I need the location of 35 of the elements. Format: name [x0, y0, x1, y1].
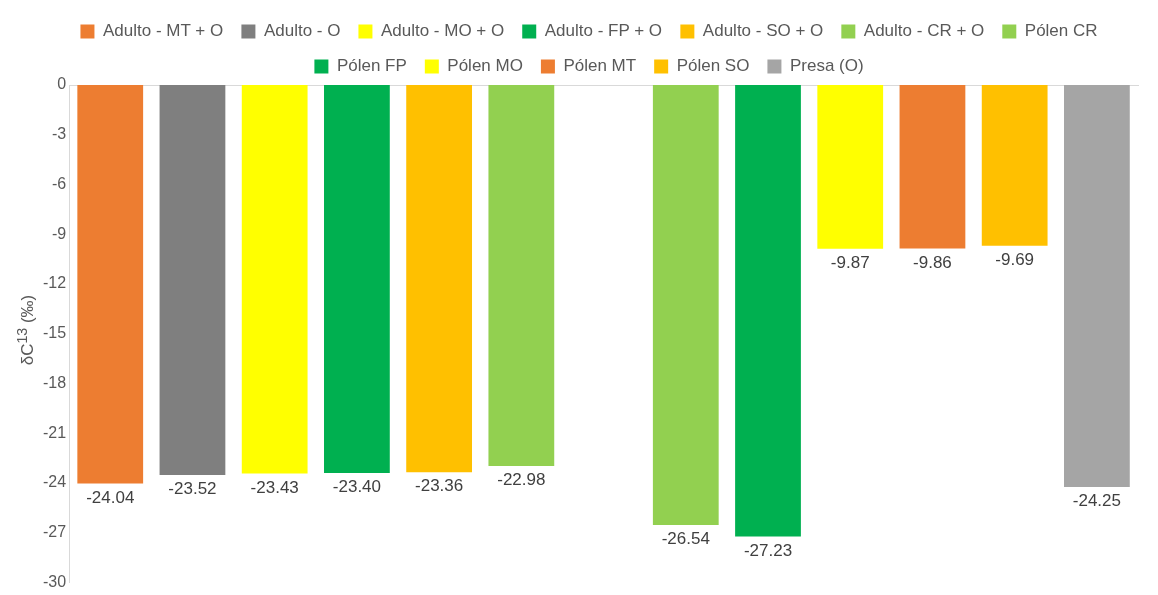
- y-tick-label: -9: [51, 224, 67, 242]
- data-label: -23.43: [250, 477, 299, 497]
- legend-label: Pólen CR: [1024, 21, 1098, 41]
- data-label: -9.69: [995, 249, 1035, 269]
- legend-label: Adulto - MT + O: [102, 21, 224, 41]
- data-label: -23.52: [168, 479, 217, 499]
- legend-label: Presa (O): [789, 56, 864, 76]
- y-tick-label: -15: [43, 324, 67, 342]
- y-tick-label: -27: [43, 523, 67, 541]
- y-tick-label: -6: [51, 174, 67, 192]
- data-label: -22.98: [497, 470, 546, 490]
- data-label: -23.40: [332, 477, 381, 497]
- data-label: -23.36: [415, 476, 464, 496]
- data-label: -27.23: [743, 540, 793, 560]
- legend-label: Pólen FP: [336, 56, 407, 76]
- y-tick-label: -21: [43, 423, 67, 441]
- data-label: -26.54: [661, 529, 710, 549]
- y-tick-label: -30: [43, 572, 67, 590]
- data-label: -9.86: [913, 252, 952, 272]
- data-label: -24.25: [1072, 491, 1121, 511]
- y-tick-label: -3: [51, 125, 67, 143]
- y-tick-label: -18: [43, 373, 67, 391]
- y-tick-label: -24: [43, 473, 67, 491]
- y-tick-label: -12: [43, 274, 67, 292]
- y-tick-label: 0: [57, 75, 67, 93]
- legend-label: Adulto - SO + O: [702, 21, 824, 41]
- legend-label: Adulto - CR + O: [863, 21, 985, 41]
- legend-label: Adulto - FP + O: [544, 21, 663, 41]
- legend-label: Pólen MO: [447, 56, 523, 76]
- data-label: -9.87: [830, 252, 870, 272]
- legend-label: Pólen SO: [676, 56, 750, 76]
- legend-label: Adulto - MO + O: [380, 21, 505, 41]
- data-label: -24.04: [86, 487, 135, 507]
- legend-label: Adulto - O: [263, 21, 341, 41]
- legend-label: Pólen MT: [563, 56, 637, 76]
